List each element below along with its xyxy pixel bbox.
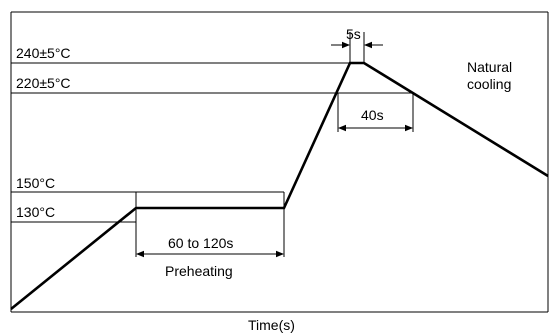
label-preheat-duration: 60 to 120s bbox=[168, 235, 233, 251]
label-above-reflow: 40s bbox=[361, 107, 384, 123]
label-cooling-line1: Natural bbox=[467, 59, 512, 75]
x-axis-label: Time(s) bbox=[248, 317, 295, 333]
label-reflow-temp: 220±5°C bbox=[16, 75, 71, 91]
label-peak-temp: 240±5°C bbox=[16, 45, 71, 61]
label-peak-hold: 5s bbox=[346, 26, 361, 42]
temperature-profile-curve bbox=[10, 61, 549, 311]
label-preheat-upper-temp: 150°C bbox=[16, 175, 55, 191]
label-cooling-line2: cooling bbox=[467, 76, 511, 92]
label-preheating: Preheating bbox=[165, 263, 233, 279]
label-preheat-lower-temp: 130°C bbox=[16, 204, 55, 220]
